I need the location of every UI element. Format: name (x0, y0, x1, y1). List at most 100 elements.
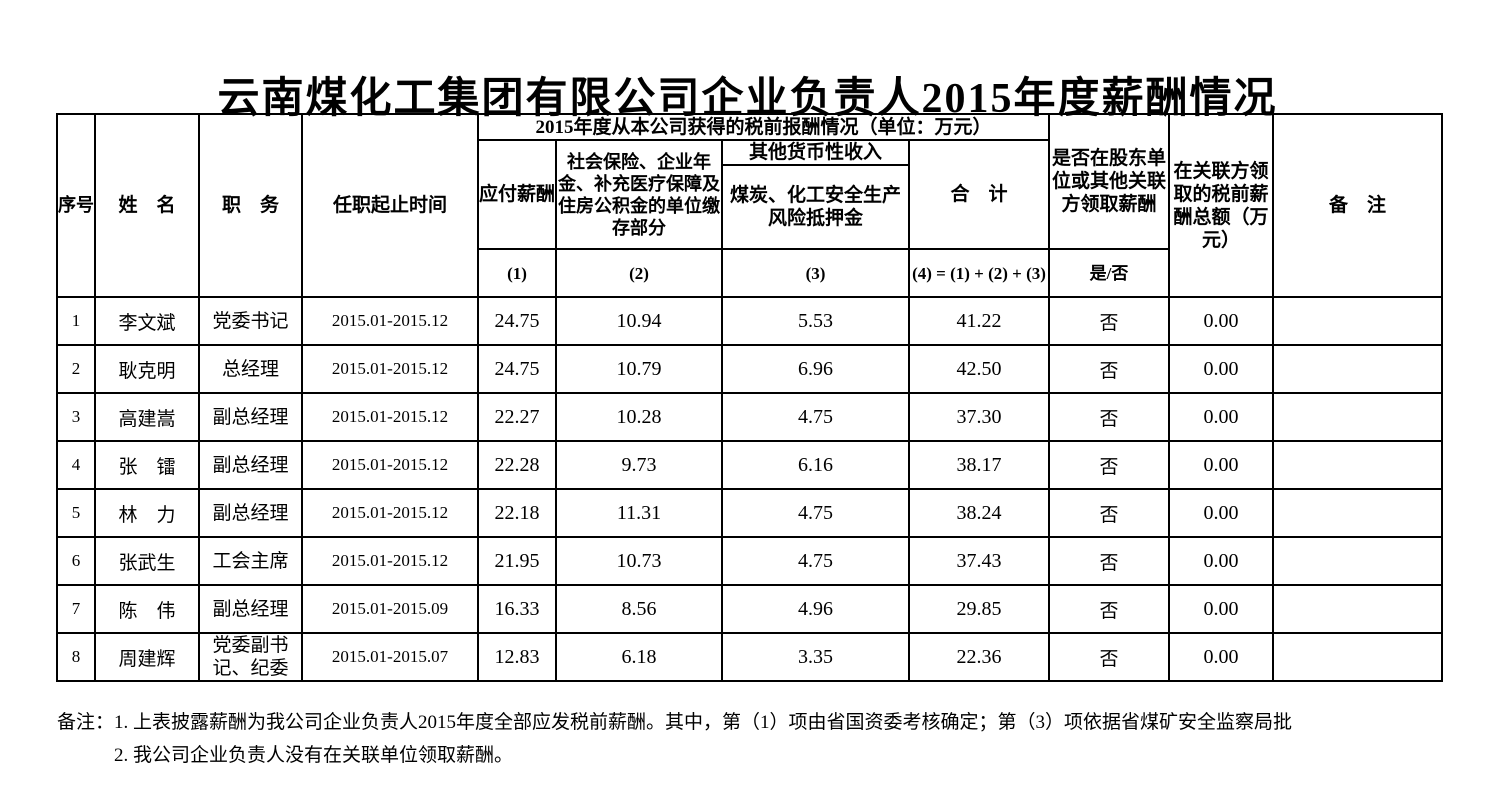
header-remark: 备 注 (1272, 113, 1444, 298)
cell-position: 副总经理 (198, 584, 303, 634)
cell-social: 11.31 (555, 488, 723, 538)
cell-related-amount: 0.00 (1168, 584, 1275, 634)
cell-position: 总经理 (198, 344, 303, 394)
cell-related: 否 (1048, 392, 1171, 442)
cell-remark (1272, 536, 1444, 586)
cell-payable: 16.33 (477, 584, 557, 634)
cell-term: 2015.01-2015.07 (301, 632, 479, 682)
cell-social: 10.73 (555, 536, 723, 586)
cell-remark (1272, 392, 1444, 442)
cell-payable: 22.27 (477, 392, 557, 442)
cell-social: 8.56 (555, 584, 723, 634)
cell-total: 41.22 (907, 296, 1051, 346)
footnote-line-2: 2. 我公司企业负责人没有在关联单位领取薪酬。 (114, 745, 514, 766)
cell-term: 2015.01-2015.12 (301, 440, 479, 490)
header-payable: 应付薪酬 (477, 139, 557, 250)
cell-payable: 24.75 (477, 296, 557, 346)
cell-social: 10.28 (555, 392, 723, 442)
table-row: 6 张武生 工会主席 2015.01-2015.12 21.95 10.73 4… (56, 536, 1444, 586)
header-row-1: 序号 姓 名 职 务 任职起止时间 2015年度从本公司获得的税前报酬情况（单位… (56, 113, 1444, 298)
cell-seq: 6 (56, 536, 96, 586)
cell-remark (1272, 632, 1444, 682)
cell-deposit: 4.75 (721, 536, 910, 586)
cell-term: 2015.01-2015.12 (301, 344, 479, 394)
cell-position: 党委副书记、纪委 (198, 632, 303, 682)
cell-total: 38.24 (907, 488, 1051, 538)
cell-total: 29.85 (907, 584, 1051, 634)
cell-seq: 4 (56, 440, 96, 490)
header-total: 合 计 (907, 139, 1051, 250)
cell-related: 否 (1048, 296, 1171, 346)
cell-deposit: 4.75 (721, 488, 910, 538)
cell-related-amount: 0.00 (1168, 392, 1275, 442)
cell-deposit: 3.35 (721, 632, 910, 682)
header-term: 任职起止时间 (301, 113, 479, 298)
cell-position: 副总经理 (198, 488, 303, 538)
cell-total: 38.17 (907, 440, 1051, 490)
cell-payable: 22.18 (477, 488, 557, 538)
header-sub-3: (3) (721, 248, 910, 298)
cell-name: 张 镭 (94, 440, 200, 490)
header-seq: 序号 (56, 113, 96, 298)
cell-deposit: 4.96 (721, 584, 910, 634)
footnote-line-1: 1. 上表披露薪酬为我公司企业负责人2015年度全部应发税前薪酬。其中，第（1）… (114, 712, 1293, 733)
cell-related-amount: 0.00 (1168, 344, 1275, 394)
cell-payable: 21.95 (477, 536, 557, 586)
header-name: 姓 名 (94, 113, 200, 298)
header-position: 职 务 (198, 113, 303, 298)
cell-deposit: 5.53 (721, 296, 910, 346)
cell-related-amount: 0.00 (1168, 296, 1275, 346)
cell-term: 2015.01-2015.12 (301, 392, 479, 442)
cell-name: 陈 伟 (94, 584, 200, 634)
cell-deposit: 6.96 (721, 344, 910, 394)
header-related-party-question: 是否在股东单位或其他关联方领取薪酬 (1048, 113, 1171, 250)
cell-name: 林 力 (94, 488, 200, 538)
cell-related: 否 (1048, 440, 1171, 490)
cell-name: 耿克明 (94, 344, 200, 394)
cell-remark (1272, 440, 1444, 490)
header-row-2: 应付薪酬 社会保险、企业年金、补充医疗保障及住房公积金的单位缴存部分 其他货币性… (57, 139, 1442, 250)
header-sub-4-formula: (4) = (1) + (2) + (3) (907, 248, 1051, 298)
cell-term: 2015.01-2015.09 (301, 584, 479, 634)
cell-related: 否 (1048, 488, 1171, 538)
header-other-income: 其他货币性收入 (721, 139, 910, 166)
table-row: 2 耿克明 总经理 2015.01-2015.12 24.75 10.79 6.… (56, 344, 1444, 394)
cell-related: 否 (1048, 632, 1171, 682)
cell-social: 10.79 (555, 344, 723, 394)
cell-social: 10.94 (555, 296, 723, 346)
cell-term: 2015.01-2015.12 (301, 488, 479, 538)
table-row: 1 李文斌 党委书记 2015.01-2015.12 24.75 10.94 5… (56, 296, 1444, 346)
cell-total: 42.50 (907, 344, 1051, 394)
header-related-party-amount: 在关联方领取的税前薪酬总额（万元） (1168, 113, 1275, 298)
cell-payable: 24.75 (477, 344, 557, 394)
header-social-insurance: 社会保险、企业年金、补充医疗保障及住房公积金的单位缴存部分 (555, 139, 723, 250)
header-pretax-group: 2015年度从本公司获得的税前报酬情况（单位：万元） (476, 113, 1051, 141)
cell-position: 副总经理 (198, 440, 303, 490)
table-row: 4 张 镭 副总经理 2015.01-2015.12 22.28 9.73 6.… (56, 440, 1444, 490)
cell-social: 6.18 (555, 632, 723, 682)
cell-remark (1272, 344, 1444, 394)
cell-position: 副总经理 (198, 392, 303, 442)
header-safety-deposit: 煤炭、化工安全生产风险抵押金 (721, 164, 910, 250)
table-row: 3 高建嵩 副总经理 2015.01-2015.12 22.27 10.28 4… (56, 392, 1444, 442)
cell-deposit: 4.75 (721, 392, 910, 442)
cell-payable: 12.83 (477, 632, 557, 682)
cell-total: 37.43 (907, 536, 1051, 586)
footnotes-label: 备注： (57, 712, 115, 733)
table-row: 7 陈 伟 副总经理 2015.01-2015.09 16.33 8.56 4.… (56, 584, 1444, 634)
cell-position: 工会主席 (198, 536, 303, 586)
footnotes: 备注： 1. 上表披露薪酬为我公司企业负责人2015年度全部应发税前薪酬。其中，… (57, 706, 1495, 772)
cell-seq: 2 (56, 344, 96, 394)
cell-seq: 7 (56, 584, 96, 634)
cell-related: 否 (1048, 344, 1171, 394)
cell-related: 否 (1048, 584, 1171, 634)
header-yes-no: 是/否 (1048, 248, 1171, 298)
cell-position: 党委书记 (198, 296, 303, 346)
cell-remark (1272, 488, 1444, 538)
cell-remark (1272, 584, 1444, 634)
header-row-4: (1) (2) (3) (4) = (1) + (2) + (3) 是/否 (57, 248, 1442, 298)
cell-seq: 3 (56, 392, 96, 442)
cell-total: 37.30 (907, 392, 1051, 442)
cell-payable: 22.28 (477, 440, 557, 490)
cell-total: 22.36 (907, 632, 1051, 682)
